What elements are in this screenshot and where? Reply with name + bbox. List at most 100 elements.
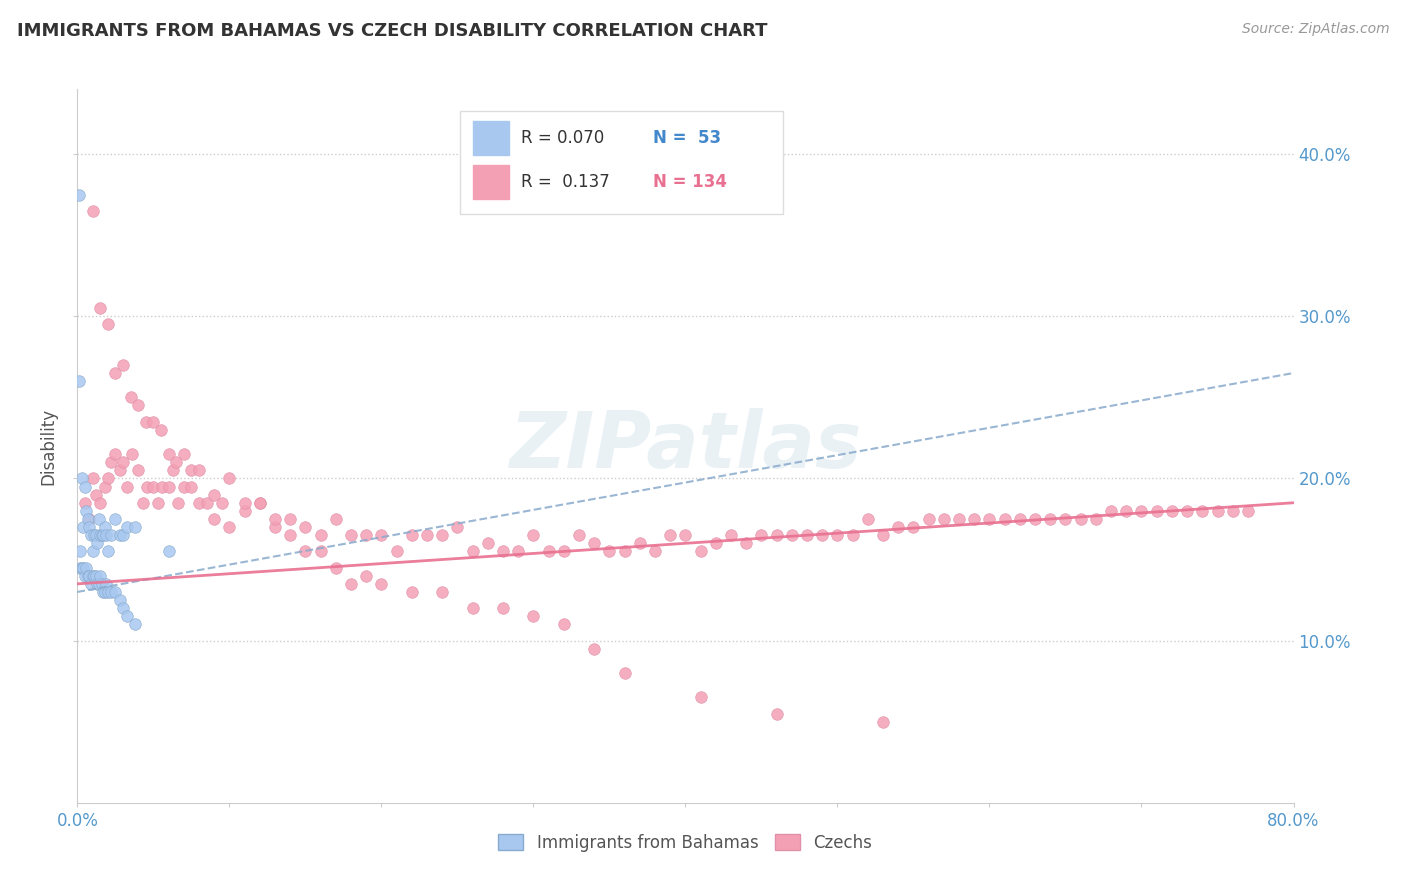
Point <box>180 479 202 493</box>
Point <box>173 447 195 461</box>
Point <box>278 528 301 542</box>
Point <box>508 544 530 558</box>
Point <box>309 528 332 542</box>
Text: ZIPatlas: ZIPatlas <box>509 408 862 484</box>
Point <box>82 203 104 218</box>
Point <box>522 609 544 624</box>
Point <box>218 471 240 485</box>
Point <box>903 520 925 534</box>
Point <box>1039 512 1062 526</box>
Point <box>131 496 153 510</box>
Point <box>188 496 211 510</box>
Point <box>613 666 636 681</box>
Point <box>108 528 131 542</box>
Point <box>79 520 101 534</box>
Point <box>264 512 287 526</box>
Point <box>157 544 180 558</box>
Point <box>385 544 408 558</box>
Point <box>165 455 187 469</box>
Point <box>430 528 453 542</box>
Point <box>77 568 100 582</box>
Point <box>162 463 184 477</box>
Point <box>689 544 711 558</box>
Point <box>87 512 110 526</box>
Point <box>325 512 347 526</box>
Point <box>100 455 122 469</box>
Point <box>73 496 96 510</box>
Point <box>142 479 165 493</box>
Point <box>152 479 174 493</box>
Point <box>568 528 591 542</box>
Point <box>180 463 202 477</box>
Point <box>1206 504 1229 518</box>
Point <box>233 504 256 518</box>
Bar <box>472 120 509 155</box>
Point <box>994 512 1017 526</box>
Point <box>93 520 115 534</box>
Point <box>249 496 271 510</box>
Point <box>89 528 111 542</box>
Point <box>77 512 100 526</box>
Point <box>89 301 111 315</box>
Point <box>72 560 94 574</box>
Point <box>82 568 104 582</box>
Point <box>735 536 758 550</box>
Point <box>127 399 149 413</box>
Point <box>887 520 910 534</box>
Point <box>461 601 484 615</box>
Point <box>598 544 620 558</box>
Point <box>69 544 91 558</box>
Point <box>89 568 111 582</box>
Point <box>370 577 392 591</box>
Point <box>264 520 287 534</box>
Point <box>82 544 104 558</box>
Point <box>188 463 211 477</box>
Point <box>765 528 787 542</box>
Point <box>628 536 651 550</box>
Point <box>249 496 271 510</box>
Point <box>1084 512 1107 526</box>
Point <box>73 479 96 493</box>
Point <box>354 528 377 542</box>
Point <box>340 528 363 542</box>
Point <box>202 512 225 526</box>
Point <box>1161 504 1184 518</box>
Point <box>211 496 233 510</box>
Point <box>751 528 773 542</box>
Point <box>86 577 108 591</box>
Y-axis label: Disability: Disability <box>39 408 58 484</box>
Point <box>93 479 115 493</box>
Point <box>104 512 127 526</box>
Point <box>233 496 256 510</box>
Point <box>537 544 560 558</box>
Point <box>401 585 423 599</box>
Point <box>136 479 159 493</box>
Point <box>872 714 894 729</box>
Point <box>553 617 575 632</box>
Point <box>872 528 894 542</box>
Point <box>583 536 606 550</box>
Point <box>100 585 122 599</box>
Point <box>75 504 97 518</box>
Point <box>325 560 347 574</box>
Point <box>111 601 134 615</box>
Point <box>416 528 439 542</box>
Point <box>948 512 970 526</box>
Point <box>1115 504 1137 518</box>
Point <box>932 512 955 526</box>
Point <box>91 528 114 542</box>
Point <box>146 496 169 510</box>
Point <box>704 536 727 550</box>
Point <box>294 520 316 534</box>
Point <box>72 520 94 534</box>
Point <box>111 528 134 542</box>
Point <box>644 544 666 558</box>
Point <box>111 455 134 469</box>
Point <box>91 585 114 599</box>
Point <box>765 706 787 721</box>
Point <box>963 512 986 526</box>
Point <box>117 520 139 534</box>
Point <box>796 528 818 542</box>
Point <box>811 528 834 542</box>
Point <box>90 528 112 542</box>
